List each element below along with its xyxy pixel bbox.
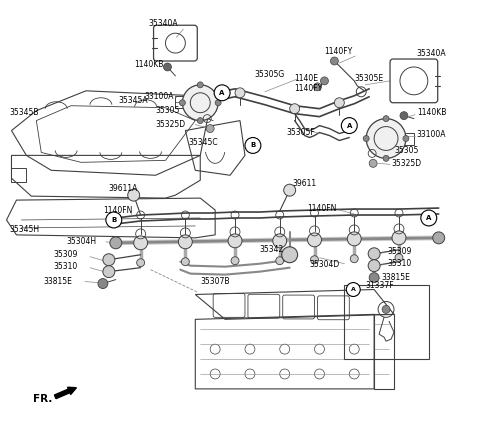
Circle shape: [181, 258, 189, 266]
Text: 1140FN: 1140FN: [103, 206, 132, 215]
Text: 35342: 35342: [260, 245, 284, 254]
Bar: [344, 285, 429, 359]
Text: 35325D: 35325D: [391, 159, 421, 168]
Circle shape: [346, 283, 360, 296]
Circle shape: [214, 85, 230, 101]
Text: 35310: 35310: [387, 259, 411, 268]
Circle shape: [179, 235, 192, 249]
Circle shape: [197, 118, 203, 124]
Circle shape: [164, 63, 171, 71]
Circle shape: [180, 100, 185, 106]
Circle shape: [308, 233, 322, 247]
Circle shape: [313, 83, 322, 91]
Text: 35345C: 35345C: [188, 138, 218, 147]
Text: 35305: 35305: [156, 106, 180, 115]
Text: 35304D: 35304D: [310, 260, 340, 269]
Text: 35309: 35309: [387, 247, 411, 256]
Circle shape: [215, 100, 221, 106]
Text: 35307B: 35307B: [200, 277, 230, 286]
Text: 33100A: 33100A: [417, 130, 446, 139]
Circle shape: [245, 137, 261, 153]
Text: A: A: [351, 287, 356, 292]
Circle shape: [383, 116, 389, 122]
Circle shape: [369, 273, 379, 283]
Circle shape: [106, 212, 122, 228]
Circle shape: [137, 259, 144, 267]
Text: 35305E: 35305E: [354, 74, 384, 83]
Circle shape: [103, 266, 115, 278]
Circle shape: [103, 254, 115, 266]
Circle shape: [368, 260, 380, 272]
Text: B: B: [111, 217, 117, 223]
Text: A: A: [347, 123, 352, 129]
Text: A: A: [426, 215, 432, 221]
Circle shape: [321, 77, 328, 85]
Text: 1140FY: 1140FY: [295, 84, 323, 93]
Text: FR.: FR.: [33, 394, 53, 404]
Circle shape: [98, 279, 108, 289]
Circle shape: [273, 234, 287, 248]
Circle shape: [368, 248, 380, 260]
Text: A: A: [219, 90, 225, 96]
Text: 35304H: 35304H: [66, 237, 96, 246]
Text: 35345B: 35345B: [10, 108, 39, 117]
Text: 35340A: 35340A: [149, 19, 178, 28]
Circle shape: [366, 119, 406, 159]
Circle shape: [231, 257, 239, 265]
Text: 1140KB: 1140KB: [417, 108, 446, 117]
Circle shape: [363, 136, 369, 142]
Circle shape: [128, 189, 140, 201]
Circle shape: [134, 236, 147, 250]
Circle shape: [276, 257, 284, 265]
Text: 35305F: 35305F: [287, 128, 315, 137]
Text: 35305G: 35305G: [255, 70, 285, 79]
Circle shape: [369, 159, 377, 167]
Circle shape: [289, 104, 300, 114]
Circle shape: [350, 255, 358, 263]
Circle shape: [182, 85, 218, 121]
Text: 39611A: 39611A: [109, 184, 138, 193]
Text: 35309: 35309: [53, 250, 78, 259]
Text: 35345A: 35345A: [119, 96, 148, 105]
Text: 33100A: 33100A: [144, 92, 174, 101]
Circle shape: [110, 237, 122, 249]
Text: 1140FN: 1140FN: [308, 203, 337, 213]
Text: 31337F: 31337F: [365, 281, 394, 290]
Text: 35305: 35305: [394, 146, 419, 155]
Circle shape: [382, 305, 390, 313]
Circle shape: [392, 231, 406, 245]
Bar: [394, 133, 414, 146]
Circle shape: [433, 232, 444, 244]
Circle shape: [228, 234, 242, 248]
Circle shape: [403, 136, 409, 142]
Text: 35325D: 35325D: [156, 120, 186, 129]
FancyArrow shape: [54, 387, 76, 399]
Circle shape: [235, 88, 245, 98]
Text: 35345H: 35345H: [10, 226, 40, 235]
Circle shape: [284, 184, 296, 196]
Text: 35310: 35310: [53, 262, 77, 271]
Circle shape: [341, 118, 357, 133]
Circle shape: [330, 57, 338, 65]
Circle shape: [400, 112, 408, 120]
Bar: [175, 96, 193, 108]
Circle shape: [395, 254, 403, 262]
Text: 33815E: 33815E: [381, 273, 410, 282]
Circle shape: [311, 256, 319, 264]
Circle shape: [197, 82, 203, 88]
Text: 35340A: 35340A: [417, 48, 446, 57]
Text: 1140KB: 1140KB: [135, 60, 164, 70]
Circle shape: [348, 232, 361, 246]
Circle shape: [282, 247, 298, 263]
Circle shape: [383, 156, 389, 162]
Text: 1140E: 1140E: [295, 74, 319, 83]
Circle shape: [335, 98, 344, 108]
Circle shape: [206, 124, 214, 133]
Circle shape: [421, 210, 437, 226]
Text: 33815E: 33815E: [43, 277, 72, 286]
Text: 39611: 39611: [293, 179, 317, 188]
Text: 1140FY: 1140FY: [324, 47, 353, 56]
Text: B: B: [250, 143, 255, 149]
